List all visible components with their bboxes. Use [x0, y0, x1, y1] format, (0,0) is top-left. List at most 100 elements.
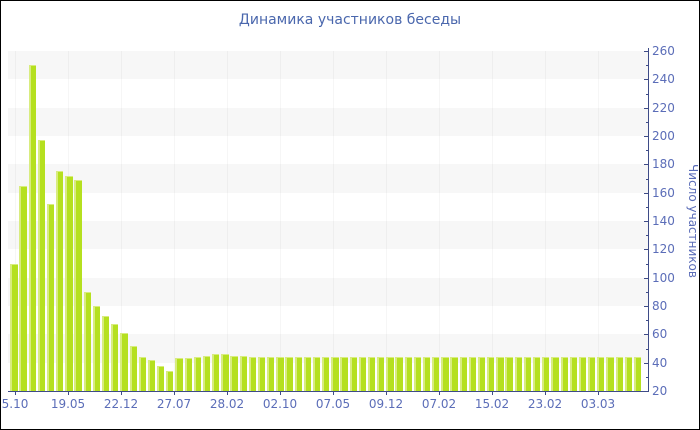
bar: [459, 357, 467, 391]
y-minor-tick: [646, 263, 648, 265]
y-tick: [644, 51, 648, 52]
bar: [523, 357, 532, 391]
bar: [312, 357, 321, 391]
y-minor-tick: [646, 376, 648, 378]
bar: [257, 357, 266, 391]
bar: [331, 357, 339, 391]
bar: [496, 357, 504, 391]
bar: [230, 355, 238, 391]
bar: [505, 357, 513, 391]
bar: [111, 324, 119, 391]
bar: [404, 357, 412, 391]
plot-area: [8, 51, 648, 391]
background-stripe: [8, 164, 648, 193]
bar: [193, 357, 201, 391]
bar: [138, 357, 146, 391]
x-tick: [598, 392, 599, 395]
x-tick: [174, 392, 175, 395]
y-tick-label: 260: [652, 44, 675, 58]
bar: [74, 179, 82, 391]
y-tick: [644, 164, 648, 166]
y-tick: [644, 362, 648, 364]
bar: [65, 175, 73, 391]
y-tick-label: 40: [652, 355, 668, 370]
vertical-gridline: [280, 51, 281, 391]
bar: [477, 357, 486, 391]
x-tick: [439, 392, 440, 395]
y-tick-label: 80: [652, 299, 668, 313]
vertical-gridline: [333, 51, 334, 391]
bar: [487, 357, 495, 391]
bar: [248, 357, 257, 391]
bar: [184, 358, 192, 391]
y-minor-tick: [646, 93, 648, 95]
bar: [175, 358, 183, 391]
vertical-gridline: [386, 51, 387, 391]
x-tick-label: 22.12: [103, 397, 139, 411]
y-minor-tick: [646, 150, 648, 152]
bar: [615, 357, 623, 391]
x-tick: [545, 392, 546, 395]
y-minor-tick: [646, 348, 648, 350]
bar: [340, 357, 348, 391]
y-axis-line: [648, 48, 649, 391]
bar: [303, 357, 312, 391]
y-minor-tick: [646, 206, 648, 208]
y-tick-label: 200: [652, 129, 675, 143]
bar: [120, 332, 128, 391]
y-tick-label: 220: [652, 100, 675, 115]
bar: [212, 354, 220, 391]
x-tick: [386, 392, 387, 395]
y-tick-label: 120: [652, 242, 675, 257]
bar: [569, 357, 577, 391]
bar: [588, 357, 596, 391]
y-tick-label: 180: [652, 157, 675, 172]
y-tick: [644, 249, 648, 251]
y-tick-label: 100: [652, 270, 675, 285]
x-tick: [492, 392, 493, 395]
x-tick-label: 09.12: [368, 397, 404, 411]
bar: [285, 357, 293, 391]
x-tick: [121, 392, 122, 395]
y-tick: [644, 306, 648, 307]
y-minor-tick: [646, 291, 648, 293]
bar: [514, 357, 522, 391]
x-tick-label: 02.10: [262, 397, 298, 411]
bar: [349, 357, 357, 391]
y-tick-label: 60: [652, 327, 668, 342]
x-tick-label: 23.02: [527, 397, 563, 411]
y-minor-tick: [646, 121, 648, 123]
x-tick-label: 15.02: [474, 397, 510, 411]
bar: [532, 357, 541, 391]
x-tick: [15, 392, 16, 395]
vertical-gridline: [545, 51, 546, 391]
x-tick-label: 03.03: [580, 397, 616, 411]
y-minor-tick: [646, 178, 648, 180]
y-tick: [644, 107, 648, 109]
bar: [542, 357, 550, 391]
y-tick-label: 160: [652, 185, 675, 200]
x-tick-label: 07.02: [421, 397, 457, 411]
y-tick: [644, 391, 648, 392]
bar: [358, 357, 367, 391]
bar: [413, 357, 422, 391]
bar: [551, 357, 559, 391]
bar: [129, 345, 137, 391]
background-stripe: [8, 221, 648, 250]
y-tick-label: 140: [652, 214, 675, 228]
bar: [560, 357, 568, 391]
y-tick-label: 240: [652, 72, 675, 87]
bar: [606, 357, 614, 391]
bar: [102, 315, 110, 391]
bar: [267, 357, 275, 391]
x-tick-label: 28.02: [209, 397, 245, 411]
bar: [276, 357, 284, 391]
bar: [597, 357, 605, 391]
bar: [441, 357, 449, 391]
bar: [450, 357, 458, 391]
bar: [239, 355, 247, 391]
bar: [37, 140, 46, 391]
bar: [221, 354, 229, 391]
background-stripe: [8, 277, 648, 306]
